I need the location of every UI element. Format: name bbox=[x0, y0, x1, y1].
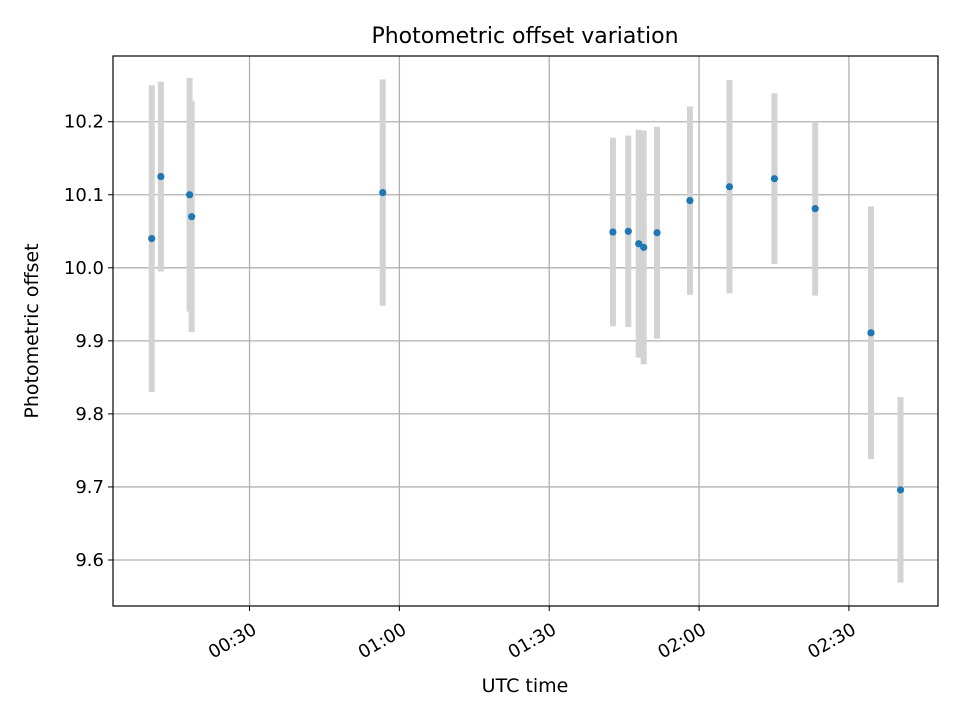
data-point bbox=[188, 213, 196, 221]
data-point bbox=[770, 175, 779, 183]
data-point bbox=[896, 486, 905, 494]
data-point bbox=[157, 172, 165, 181]
data-point bbox=[867, 329, 875, 337]
y-tick-label: 10.1 bbox=[64, 185, 104, 206]
data-point bbox=[811, 205, 819, 213]
y-tick-label: 9.8 bbox=[75, 404, 104, 425]
data-point bbox=[148, 235, 156, 243]
x-tick-label: 02:30 bbox=[804, 619, 859, 663]
x-axis-ticks: 00:30 01:00 01:30 02:00 02:30 bbox=[205, 606, 860, 663]
data-point bbox=[725, 183, 734, 191]
data-point bbox=[185, 191, 194, 199]
data-point bbox=[686, 197, 694, 205]
y-tick-label: 9.6 bbox=[75, 550, 104, 571]
grid bbox=[113, 56, 938, 606]
y-tick-label: 10.0 bbox=[64, 258, 104, 279]
x-tick-label: 01:30 bbox=[505, 619, 560, 663]
chart-title: Photometric offset variation bbox=[371, 24, 678, 49]
plot-frame bbox=[112, 55, 939, 607]
data-point bbox=[635, 240, 643, 248]
y-tick-label: 9.9 bbox=[75, 331, 104, 352]
x-tick-label: 00:30 bbox=[205, 619, 260, 663]
data-point bbox=[624, 227, 632, 235]
y-axis-ticks: 9.6 9.7 9.8 9.9 10.0 10.1 10.2 bbox=[64, 112, 113, 571]
data-points bbox=[148, 172, 905, 494]
y-tick-label: 10.2 bbox=[64, 112, 104, 133]
data-point bbox=[653, 229, 661, 237]
data-point bbox=[640, 243, 648, 251]
y-tick-label: 9.7 bbox=[75, 477, 104, 498]
x-tick-label: 01:00 bbox=[355, 619, 410, 663]
x-tick-label: 02:00 bbox=[654, 619, 709, 663]
x-axis-label: UTC time bbox=[482, 675, 569, 697]
y-axis-label: Photometric offset bbox=[21, 243, 43, 418]
data-point bbox=[609, 228, 617, 236]
error-bars bbox=[148, 77, 904, 583]
data-point bbox=[379, 188, 387, 197]
